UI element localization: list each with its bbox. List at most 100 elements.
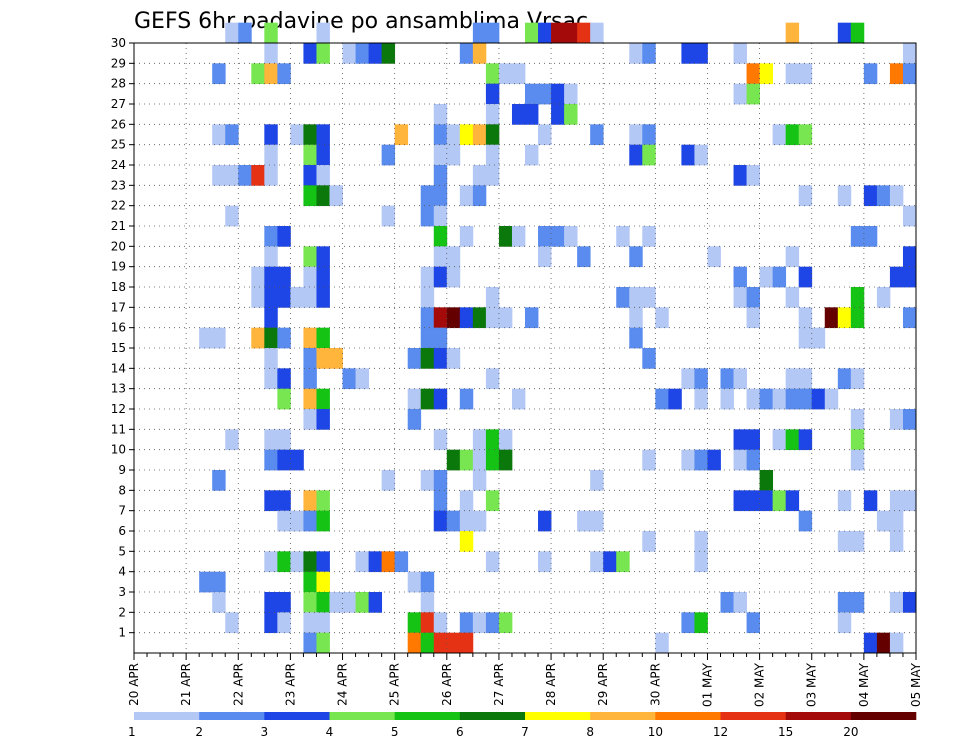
heatmap-cell: [759, 490, 774, 512]
y-tick-label: 5: [118, 544, 126, 558]
heatmap-cell: [264, 246, 278, 268]
x-tick-label: 01 MAY: [700, 662, 714, 707]
heatmap-cell: [902, 266, 917, 288]
heatmap-cell: [420, 348, 435, 369]
heatmap-cell: [538, 83, 552, 105]
heatmap-cell: [316, 612, 330, 634]
heatmap-cell: [798, 388, 813, 410]
heatmap-cell: [798, 429, 813, 451]
heatmap-cell: [303, 246, 317, 268]
heatmap-cell: [850, 449, 865, 471]
heatmap-cell: [433, 205, 448, 227]
heatmap-cell: [629, 287, 643, 308]
heatmap-cell: [564, 226, 578, 247]
heatmap-cell: [303, 368, 317, 390]
heatmap-cell: [277, 226, 291, 247]
heatmap-cell: [785, 22, 800, 44]
heatmap-cell: [733, 490, 747, 512]
heatmap-cell: [251, 165, 265, 186]
heatmap-cell: [733, 449, 747, 471]
x-tick-label: 28 APR: [544, 663, 558, 706]
heatmap-cell: [277, 592, 291, 613]
heatmap-cell: [564, 104, 578, 125]
colorbar-tick-label: 15: [778, 725, 793, 739]
heatmap-cell: [798, 124, 813, 146]
heatmap-cell: [577, 22, 591, 44]
heatmap-cell: [498, 63, 513, 85]
heatmap-cell: [785, 63, 800, 85]
heatmap-cell: [485, 144, 500, 166]
heatmap-cell: [264, 165, 278, 186]
heatmap-cell: [798, 266, 813, 288]
y-tick-label: 19: [111, 260, 126, 274]
colorbar-tick-label: 3: [261, 725, 269, 739]
heatmap-cell: [655, 632, 669, 654]
heatmap-cell: [642, 226, 656, 247]
heatmap-cell: [551, 226, 565, 247]
y-tick-label: 8: [118, 483, 126, 497]
heatmap-cell: [485, 307, 500, 329]
heatmap-cell: [863, 632, 878, 654]
heatmap-cell: [303, 510, 317, 532]
heatmap-cell: [824, 307, 839, 329]
heatmap-cell: [629, 144, 643, 166]
heatmap-cell: [876, 185, 891, 207]
colorbar-swatch: [525, 712, 591, 720]
heatmap-cell: [824, 388, 839, 410]
heatmap-cell: [889, 632, 904, 654]
colorbar-tick-label: 6: [456, 725, 464, 739]
heatmap-cell: [498, 307, 513, 329]
heatmap-cell: [733, 83, 747, 105]
y-tick-label: 7: [118, 504, 126, 518]
heatmap-cell: [798, 185, 813, 207]
heatmap-cell: [603, 551, 617, 573]
heatmap-cell: [381, 43, 396, 64]
y-tick-label: 9: [118, 463, 126, 477]
heatmap-cell: [212, 571, 226, 593]
heatmap-cell: [316, 388, 330, 410]
heatmap-cell: [433, 327, 448, 349]
heatmap-cell: [407, 409, 422, 430]
colorbar-swatch: [655, 712, 721, 720]
heatmap-cell: [407, 571, 422, 593]
heatmap-cell: [433, 266, 448, 288]
heatmap-cell: [225, 124, 239, 146]
heatmap-cell: [316, 43, 330, 64]
heatmap-cell: [420, 592, 435, 613]
heatmap-cell: [655, 388, 669, 410]
heatmap-cell: [303, 124, 317, 146]
heatmap-cell: [876, 632, 891, 654]
heatmap-cell: [277, 388, 291, 410]
heatmap-cell: [863, 63, 878, 85]
heatmap-cell: [590, 510, 604, 532]
heatmap-cell: [316, 246, 330, 268]
colorbar-tick-label: 7: [521, 725, 529, 739]
heatmap-cell: [538, 551, 552, 573]
heatmap-cell: [303, 266, 317, 288]
heatmap-cell: [420, 287, 435, 308]
heatmap-cell: [772, 429, 787, 451]
heatmap-cell: [251, 266, 265, 288]
heatmap-cell: [889, 510, 904, 532]
heatmap-cell: [407, 612, 422, 634]
y-tick-label: 3: [118, 585, 126, 599]
heatmap-cell: [850, 531, 865, 552]
heatmap-cell: [681, 43, 695, 64]
heatmap-cell: [511, 104, 526, 125]
heatmap-cell: [420, 632, 435, 654]
heatmap-cell: [746, 388, 760, 410]
heatmap-cell: [733, 266, 747, 288]
heatmap-cell: [446, 449, 461, 471]
heatmap-cell: [446, 144, 461, 166]
heatmap-cell: [694, 368, 708, 390]
heatmap-cell: [407, 632, 422, 654]
heatmap-cell: [433, 388, 448, 410]
heatmap-cell: [616, 226, 630, 247]
heatmap-cell: [759, 388, 774, 410]
heatmap-cell: [420, 612, 435, 634]
heatmap-cell: [303, 571, 317, 593]
heatmap-cell: [316, 124, 330, 146]
heatmap-cell: [264, 266, 278, 288]
heatmap-cell: [446, 348, 461, 369]
